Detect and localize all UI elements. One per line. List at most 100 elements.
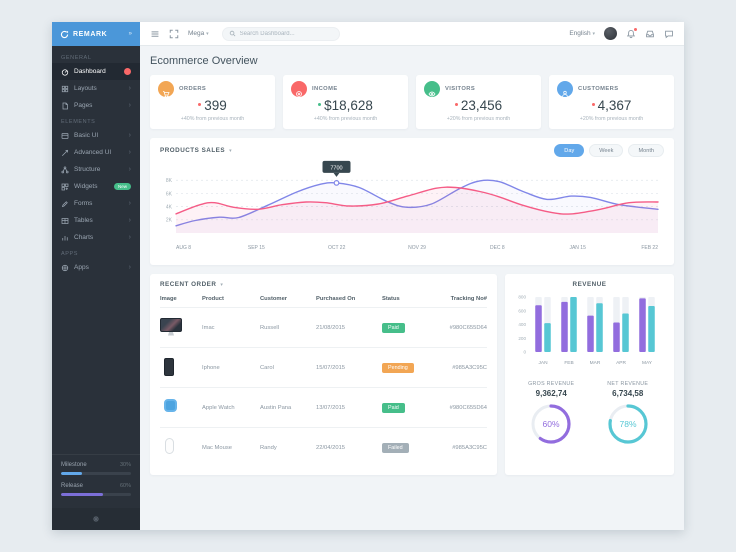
product-image-mouse <box>160 438 184 458</box>
svg-text:6K: 6K <box>166 191 173 197</box>
column-header-customer: Customer <box>260 296 288 302</box>
gross-revenue-donut: 60% <box>513 401 590 452</box>
inbox-icon[interactable] <box>645 29 655 39</box>
stat-delta: +20% from previous month <box>446 116 511 122</box>
sidebar-item-structure[interactable]: Structure › <box>52 161 140 178</box>
progress-label: Milestone <box>61 462 87 468</box>
sidebar-progress-block: Milestone 30% Release 60% <box>52 454 140 508</box>
sidebar-item-basic-ui[interactable]: Basic UI › <box>52 127 140 144</box>
column-header-image: Image <box>160 296 177 302</box>
customer-name: Austin Pana <box>260 404 292 411</box>
product-name: Iphone <box>202 364 220 371</box>
products-sales-header: PRODUCTS SALES ▾ Day Week Month <box>160 144 664 157</box>
column-header-purchased-on: Purchased On <box>316 296 356 302</box>
hamburger-menu-icon[interactable] <box>150 29 160 39</box>
svg-text:MAR: MAR <box>590 360 601 366</box>
income-icon <box>295 85 303 97</box>
column-header-status: Status <box>382 296 400 302</box>
range-button-month[interactable]: Month <box>628 144 664 157</box>
sidebar-item-label: Layouts <box>74 85 97 92</box>
structure-icon <box>61 165 69 174</box>
revenue-bar-chart-svg: 0 200 400 600 800 JAN FEB MAR APR MAY <box>518 295 655 366</box>
chevron-down-icon[interactable]: ▾ <box>220 281 223 288</box>
revenue-panel: REVENUE 0 200 400 600 800 JAN FEB MAR APR MAY GRO… <box>505 274 674 475</box>
sidebar-item-label: Structure <box>74 166 101 173</box>
new-badge: New <box>113 183 131 190</box>
stats-row: ORDERS 399 +40% from previous month INCOME $… <box>150 75 674 129</box>
svg-text:0: 0 <box>523 350 526 355</box>
bottom-row: RECENT ORDER ▾ Image Product Customer Purch… <box>150 274 674 475</box>
progress-bar <box>61 493 131 496</box>
column-header-tracking-no-: Tracking No# <box>450 296 487 302</box>
chevron-right-icon: › <box>128 217 131 224</box>
svg-text:400: 400 <box>518 322 526 327</box>
language-label: English <box>569 30 591 37</box>
sidebar-item-forms[interactable]: Forms › <box>52 195 140 212</box>
sidebar-item-label: Dashboard <box>74 68 106 75</box>
layouts-icon <box>61 85 69 93</box>
navbar-right-cluster: English ▾ <box>569 26 674 40</box>
app-window: REMARK » General Dashboard Layouts › Pages › E… <box>52 22 684 530</box>
purchase-date: 21/08/2015 <box>316 324 346 331</box>
products-sales-title: PRODUCTS SALES <box>160 147 226 154</box>
brand-header[interactable]: REMARK » <box>52 22 140 46</box>
fullscreen-icon[interactable] <box>169 29 179 39</box>
status-badge: Failed <box>382 442 409 453</box>
sidebar-item-apps[interactable]: Apps › <box>52 259 140 276</box>
language-selector[interactable]: English ▾ <box>569 30 595 37</box>
sidebar-collapse-icon[interactable]: » <box>128 31 132 37</box>
sidebar-item-layouts[interactable]: Layouts › <box>52 80 140 97</box>
sidebar-item-dashboard[interactable]: Dashboard <box>52 63 140 80</box>
chevron-down-icon[interactable]: ▾ <box>229 147 232 154</box>
product-name: Imac <box>202 324 215 331</box>
revenue-title: REVENUE <box>572 281 607 288</box>
svg-text:600: 600 <box>518 308 526 313</box>
purple-series-line <box>175 179 659 227</box>
svg-text:NOV 29: NOV 29 <box>408 245 426 251</box>
svg-text:AUG 8: AUG 8 <box>176 245 191 251</box>
trend-marker <box>198 103 202 107</box>
user-avatar[interactable] <box>604 27 617 40</box>
range-button-week[interactable]: Week <box>589 144 624 157</box>
product-image-iphone <box>160 357 184 378</box>
chevron-down-icon: ▾ <box>206 31 209 37</box>
gear-icon[interactable] <box>92 515 100 523</box>
status-badge: Paid <box>382 322 405 333</box>
main-area: Mega ▾ English ▾ <box>140 22 684 530</box>
alert-dot-badge <box>124 68 131 75</box>
dashboard-icon <box>61 68 69 76</box>
tracking-number: #980C655D64 <box>449 404 487 411</box>
stat-value: $18,628 <box>291 98 400 113</box>
advanced-ui-icon <box>61 149 69 157</box>
table-row-apple-watch: Apple Watch Austin Pana 13/07/2015 Paid #980… <box>160 387 487 427</box>
svg-text:60%: 60% <box>543 419 560 429</box>
notifications-bell-icon[interactable] <box>626 26 638 39</box>
svg-text:8K: 8K <box>166 178 173 184</box>
sidebar-item-charts[interactable]: Charts › <box>52 229 140 246</box>
gross-revenue-value: 9,362,74 <box>535 389 567 398</box>
progress-value: 30% <box>119 462 131 468</box>
mega-menu-dropdown[interactable]: Mega ▾ <box>188 30 209 37</box>
chevron-right-icon: › <box>128 200 131 207</box>
page-title: Ecommerce Overview <box>150 55 258 67</box>
stat-label: ORDERS <box>179 86 207 92</box>
sidebar-item-pages[interactable]: Pages › <box>52 97 140 114</box>
sidebar-item-tables[interactable]: Tables › <box>52 212 140 229</box>
sidebar-item-widgets[interactable]: Widgets New <box>52 178 140 195</box>
recent-order-table: Image Product Customer Purchased On Status Tr… <box>160 293 487 467</box>
search-input[interactable] <box>239 30 333 37</box>
mega-menu-label: Mega <box>188 30 205 37</box>
svg-text:800: 800 <box>518 295 526 300</box>
product-image-watch <box>160 398 184 419</box>
product-name: Mac Mouse <box>202 444 232 451</box>
chat-icon[interactable] <box>664 29 674 39</box>
range-button-day[interactable]: Day <box>554 144 585 157</box>
sidebar-section-label: Apps <box>61 251 79 257</box>
svg-text:200: 200 <box>518 336 526 341</box>
sidebar: REMARK » General Dashboard Layouts › Pages › E… <box>52 22 140 530</box>
chart-tooltip: 7700 <box>322 160 351 177</box>
chevron-right-icon: › <box>128 234 131 241</box>
purchase-date: 15/07/2015 <box>316 364 346 371</box>
sidebar-item-advanced-ui[interactable]: Advanced UI › <box>52 144 140 161</box>
trend-marker <box>454 103 458 107</box>
